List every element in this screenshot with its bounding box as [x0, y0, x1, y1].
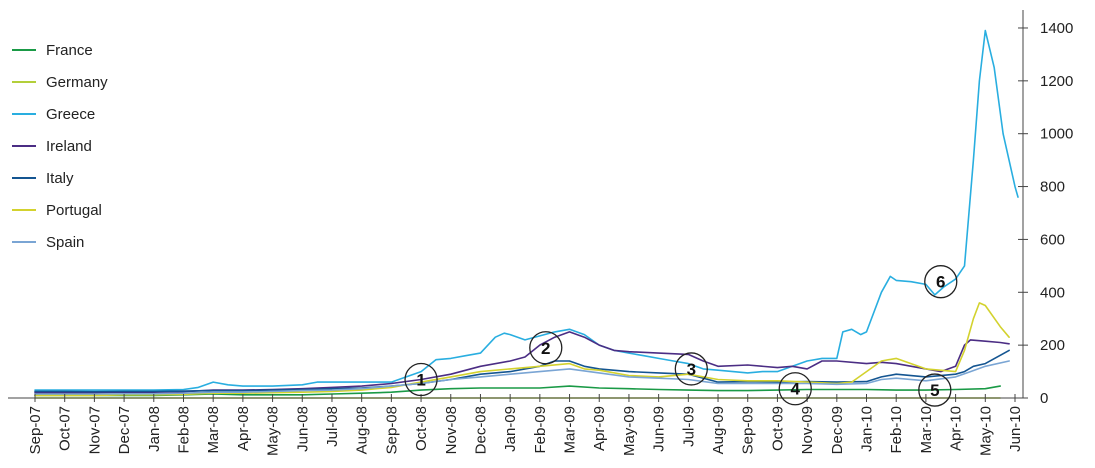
series-line-greece [34, 29, 1019, 391]
x-tick-label: Sep-08 [383, 406, 400, 454]
legend-label-greece: Greece [46, 106, 95, 123]
x-tick-label: Sep-07 [27, 406, 44, 454]
annotation-circle-1 [404, 362, 438, 397]
y-tick-label: 1000 [1040, 126, 1073, 143]
annotation-label-1: 1 [416, 370, 425, 389]
x-tick-label: Jul-08 [324, 406, 341, 447]
annotation-label-4: 4 [791, 380, 801, 399]
x-tick-label: Jul-09 [680, 406, 697, 447]
x-tick-label: Feb-10 [888, 406, 905, 454]
series-line-spain [34, 360, 1010, 395]
x-tick-label: Jun-08 [294, 406, 311, 452]
x-tick-label: Jan-08 [146, 406, 163, 452]
x-tick-label: Oct-09 [769, 406, 786, 451]
y-tick-label: 1200 [1040, 73, 1073, 90]
annotation-circle-6 [924, 265, 958, 299]
legend-label-spain: Spain [46, 234, 84, 251]
x-tick-label: Nov-08 [443, 406, 460, 454]
y-tick-label: 600 [1040, 231, 1065, 248]
annotations-layer: 1 2 3 4 5 6 [404, 265, 958, 407]
x-tick-label: Dec-09 [829, 406, 846, 454]
legend-label-portugal: Portugal [46, 202, 102, 219]
y-tick-label: 400 [1040, 284, 1065, 301]
y-tick-label: 200 [1040, 337, 1065, 354]
x-tick-label: Jun-09 [651, 406, 668, 452]
x-tick-label: Mar-10 [918, 406, 935, 454]
annotation-circle-3 [674, 352, 708, 386]
y-tick-label: 0 [1040, 390, 1048, 407]
annotation-circle-2 [529, 331, 563, 365]
series-line-italy [34, 349, 1010, 393]
x-tick-label: Sep-09 [740, 406, 757, 454]
x-tick-label: Dec-08 [473, 406, 490, 454]
x-tick-label: Apr-09 [591, 406, 608, 451]
x-tick-label: May-10 [977, 406, 994, 456]
x-tick-label: Jan-09 [502, 406, 519, 452]
legend-label-germany: Germany [46, 74, 108, 91]
x-tick-label: Apr-10 [948, 406, 965, 451]
annotation-label-2: 2 [541, 339, 550, 358]
x-tick-label: Feb-08 [176, 406, 193, 454]
x-tick-label: Feb-09 [532, 406, 549, 454]
annotation-label-3: 3 [687, 360, 696, 379]
series-layer [34, 29, 1019, 399]
x-tick-label: Jun-10 [1007, 406, 1024, 452]
x-tick-label: May-08 [265, 406, 282, 456]
x-tick-label: Jan-10 [859, 406, 876, 452]
x-tick-label: Aug-08 [354, 406, 371, 454]
legend: France Germany Greece Ireland Italy Portugal S… [12, 42, 108, 251]
legend-label-italy: Italy [46, 170, 74, 187]
legend-label-ireland: Ireland [46, 138, 92, 155]
series-line-portugal [34, 302, 1010, 397]
x-tick-label: Oct-07 [57, 406, 74, 451]
legend-label-france: France [46, 42, 93, 59]
x-tick-label: May-09 [621, 406, 638, 456]
x-tick-label: Nov-07 [86, 406, 103, 454]
x-tick-label: Mar-09 [562, 406, 579, 454]
axes-layer: Sep-07 Oct-07 Nov-07 Dec-07 Jan-08 Feb-08 Mar-… [8, 10, 1073, 456]
annotation-label-5: 5 [930, 381, 939, 400]
annotation-label-6: 6 [936, 273, 945, 292]
y-tick-label: 800 [1040, 179, 1065, 196]
y-tick-label: 1400 [1040, 20, 1073, 37]
x-tick-label: Nov-09 [799, 406, 816, 454]
x-tick-label: Mar-08 [205, 406, 222, 454]
annotation-circle-5 [918, 373, 952, 407]
x-tick-label: Apr-08 [235, 406, 252, 451]
x-tick-label: Oct-08 [413, 406, 430, 451]
x-tick-label: Dec-07 [116, 406, 133, 454]
x-tick-label: Aug-09 [710, 406, 727, 454]
annotation-circle-4 [778, 372, 812, 406]
